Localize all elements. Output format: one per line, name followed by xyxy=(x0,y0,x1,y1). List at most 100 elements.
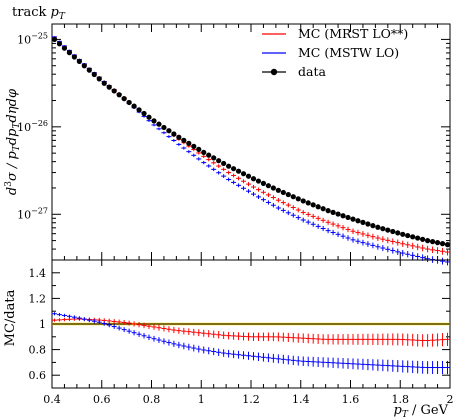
ratio-y-tick-label: 1.2 xyxy=(29,292,47,305)
x-tick-label: 1.8 xyxy=(392,393,410,406)
data-point xyxy=(375,224,381,230)
ratio-panel: 0.4 0.6 0.8 1 1.2 1.4 1.6 1.8 2 0.6 0.8 1 1.2 1.4 MC/… xyxy=(3,259,454,418)
data-point xyxy=(191,143,197,149)
data-point xyxy=(230,166,237,172)
data-point xyxy=(315,204,321,210)
legend-data-label: data xyxy=(298,64,326,79)
data-point xyxy=(330,209,336,215)
data-point xyxy=(71,54,77,60)
data-point xyxy=(61,45,68,51)
x-tick-label: 1.6 xyxy=(342,393,360,406)
main-marks xyxy=(51,36,451,266)
data-point xyxy=(196,146,202,152)
svg-text:d3σ / pTdpTdηdφ: d3σ / pTdpTdηdφ xyxy=(4,88,22,195)
ratio-y-tick-label: 1.4 xyxy=(29,267,47,280)
legend-mrst-label: MC (MRST LO**) xyxy=(298,26,408,41)
y-tick-label: 10−27 xyxy=(17,206,48,221)
data-point xyxy=(395,230,401,236)
ratio-y-tick-label: 0.8 xyxy=(29,344,47,357)
ratio-ticks: 0.4 0.6 0.8 1 1.2 1.4 1.6 1.8 2 0.6 0.8 1 1.2 1.4 xyxy=(29,260,454,406)
svg-text:pT / GeV: pT / GeV xyxy=(394,403,449,418)
data-point xyxy=(206,152,212,158)
data-point xyxy=(111,88,117,94)
data-point xyxy=(405,232,411,239)
data-point xyxy=(141,110,147,117)
data-point xyxy=(51,36,58,42)
data-point xyxy=(285,191,291,198)
svg-text:track pT: track pT xyxy=(12,5,66,22)
data-point xyxy=(81,63,87,69)
main-y-axis-label: d3σ / pTdpTdηdφ xyxy=(4,88,22,195)
data-point xyxy=(146,114,152,120)
data-point xyxy=(156,121,162,127)
main-ticks: 10−25 10−26 10−27 xyxy=(17,24,451,261)
data-point xyxy=(186,140,192,146)
data-point xyxy=(101,80,107,86)
data-point xyxy=(370,223,376,229)
data-point xyxy=(340,213,346,219)
x-tick-label: 2 xyxy=(447,393,454,406)
data-point xyxy=(410,234,416,240)
x-axis-label: pT / GeV xyxy=(394,403,449,418)
data-point xyxy=(290,194,296,200)
legend-mstw-label: MC (MSTW LO) xyxy=(298,45,399,60)
y-tick-label: 10−26 xyxy=(17,119,48,134)
x-tick-label: 0.8 xyxy=(143,393,161,406)
ratio-y-tick-label: 0.6 xyxy=(29,369,47,382)
data-point xyxy=(365,221,371,227)
data-point xyxy=(201,149,207,156)
data-point xyxy=(270,185,276,191)
main-panel: 10−25 10−26 10−27 d3σ / pTdpTdηdφ MC (MRST… xyxy=(4,23,451,266)
data-point xyxy=(345,214,351,221)
data-point xyxy=(166,128,172,134)
data-point xyxy=(305,200,311,206)
data-point xyxy=(325,208,331,214)
data-point xyxy=(126,99,132,106)
data-point xyxy=(106,84,112,90)
legend: MC (MRST LO**) MC (MSTW LO) data xyxy=(262,26,408,79)
data-point xyxy=(260,180,267,186)
x-tick-label: 1.2 xyxy=(242,393,260,406)
data-point xyxy=(136,107,142,113)
data-point xyxy=(161,124,167,131)
data-point xyxy=(245,173,252,179)
x-tick-label: 0.4 xyxy=(43,393,61,406)
data-point xyxy=(265,183,272,189)
data-point xyxy=(310,202,316,208)
data-point xyxy=(76,58,82,65)
data-point xyxy=(429,239,436,245)
data-point xyxy=(226,163,232,169)
data-point xyxy=(221,160,227,167)
chart-title: track pT xyxy=(12,5,66,22)
data-point xyxy=(275,187,281,193)
y-tick-label: 10−25 xyxy=(17,31,48,46)
x-tick-label: 1.4 xyxy=(292,393,310,406)
data-point xyxy=(131,103,137,109)
data-point xyxy=(151,118,157,124)
data-point xyxy=(181,137,187,143)
data-point xyxy=(91,71,97,78)
data-point xyxy=(444,242,451,248)
ratio-marks xyxy=(52,312,450,375)
data-point xyxy=(116,92,122,98)
data-point xyxy=(390,228,396,235)
data-point xyxy=(255,178,262,184)
x-tick-label: 0.6 xyxy=(93,393,111,406)
data-point xyxy=(56,41,63,47)
data-point xyxy=(295,196,301,202)
legend-data-marker xyxy=(270,68,278,76)
data-point xyxy=(211,155,217,161)
data-point xyxy=(171,131,177,137)
ratio-y-axis-label: MC/data xyxy=(3,289,18,346)
data-point xyxy=(415,235,421,241)
data-point xyxy=(320,206,326,212)
data-point xyxy=(434,240,441,246)
data-point xyxy=(425,238,431,244)
data-point xyxy=(176,134,182,140)
data-point xyxy=(420,236,426,242)
x-tick-label: 1 xyxy=(198,393,205,406)
data-point xyxy=(350,216,356,222)
data-point xyxy=(360,219,366,225)
data-point xyxy=(250,176,257,182)
